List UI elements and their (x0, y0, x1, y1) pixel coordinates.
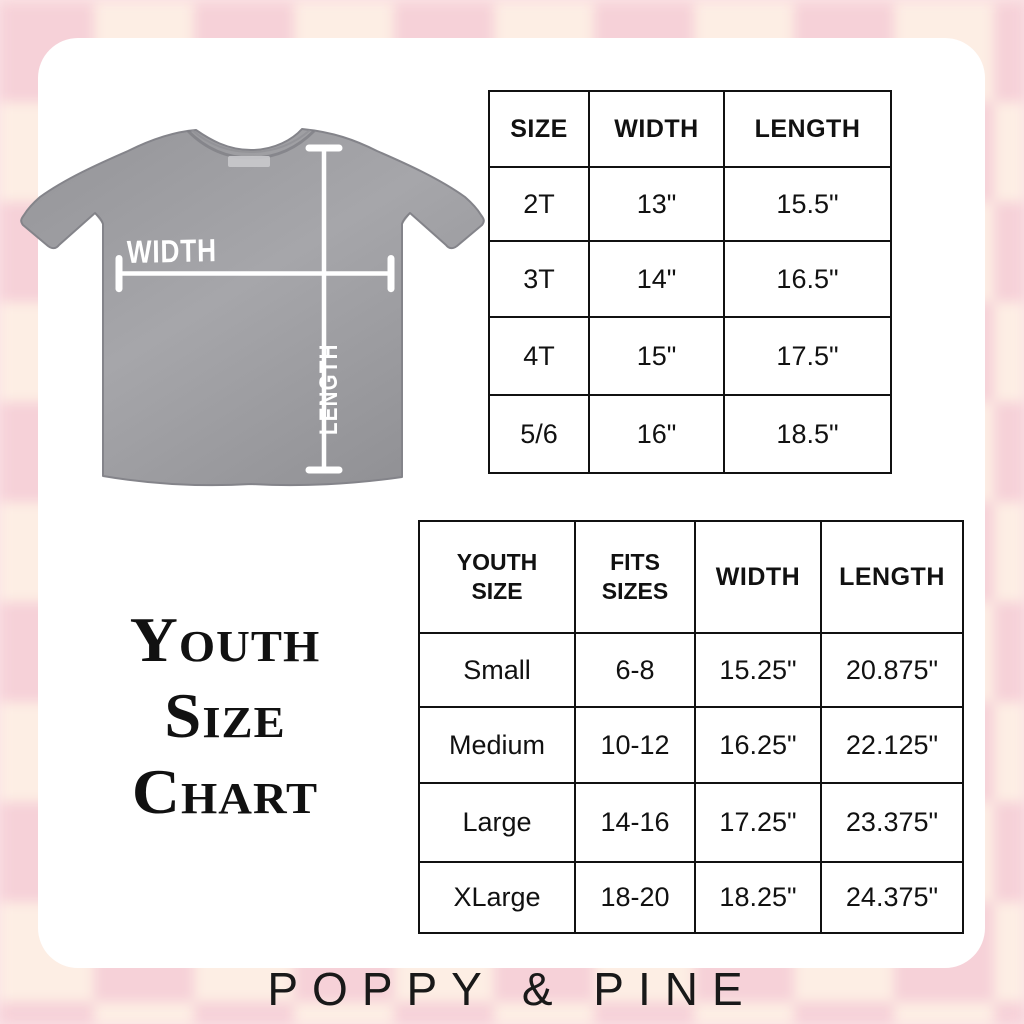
svg-text:LENGTH: LENGTH (314, 343, 342, 435)
svg-text:WIDTH: WIDTH (127, 234, 218, 271)
